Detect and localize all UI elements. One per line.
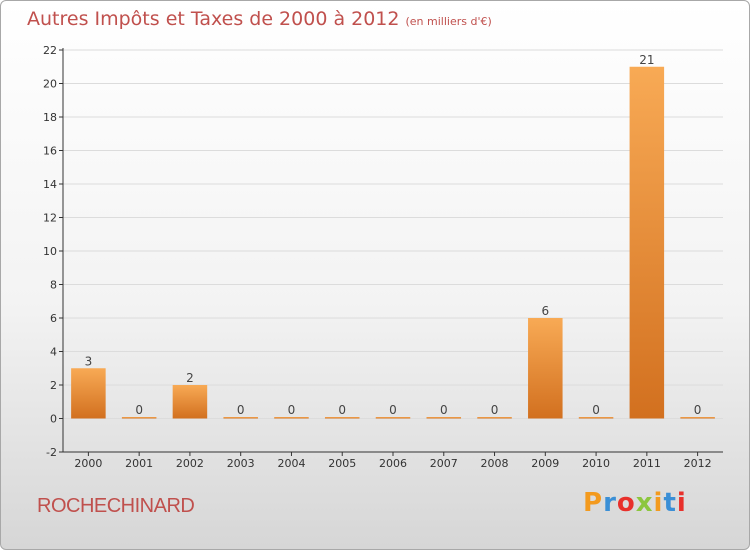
y-tick-label: 12 — [43, 212, 57, 225]
bar-2007 — [426, 417, 462, 419]
logo-letter: t — [663, 488, 677, 518]
bar-2001 — [121, 417, 157, 419]
logo-letter: x — [635, 488, 654, 518]
bar-2004 — [274, 417, 309, 419]
bar-2005 — [324, 417, 360, 419]
x-tick-label: 2012 — [684, 457, 712, 470]
x-tick-label: 2006 — [379, 457, 407, 470]
x-tick-label: 2000 — [74, 457, 102, 470]
y-tick-label: 4 — [50, 346, 57, 359]
data-label: 3 — [85, 354, 93, 368]
x-tick-label: 2005 — [328, 457, 356, 470]
chart-title: Autres Impôts et Taxes de 2000 à 2012 (en… — [27, 8, 492, 30]
x-tick-label: 2011 — [633, 457, 661, 470]
bar-2000 — [71, 368, 106, 419]
data-label: 6 — [541, 304, 549, 318]
logo-letter: o — [616, 488, 636, 518]
bars — [71, 66, 715, 419]
chart-title-text: Autres Impôts et Taxes de 2000 à 2012 — [27, 8, 400, 30]
y-tick-label: 20 — [43, 78, 57, 91]
logo-letter: r — [603, 488, 617, 518]
y-tick-label: 2 — [50, 379, 57, 392]
bar-2011 — [629, 66, 665, 419]
bar-2008 — [477, 417, 512, 419]
commune-name: ROCHECHINARD — [37, 495, 195, 517]
x-tick-label: 2008 — [481, 457, 509, 470]
x-tick-label: 2002 — [176, 457, 204, 470]
data-label: 0 — [592, 403, 600, 417]
bar-2002 — [172, 385, 208, 419]
data-label: 0 — [389, 403, 397, 417]
y-tick-label: 8 — [50, 279, 57, 292]
data-labels: 3 0 2 0 0 0 0 0 0 6 0 21 0 — [85, 53, 702, 417]
grid-lines — [63, 49, 723, 453]
data-label: 2 — [186, 371, 194, 385]
x-tick-label: 2010 — [582, 457, 610, 470]
data-label: 0 — [440, 403, 448, 417]
y-tick-label: 16 — [43, 145, 57, 158]
y-tick-label: 22 — [43, 44, 57, 57]
bar-2010 — [578, 417, 614, 419]
y-tick-label: 6 — [50, 312, 57, 325]
y-tick-label: 10 — [43, 245, 57, 258]
proxiti-logo: Proxiti — [583, 488, 687, 518]
y-tick-label: -2 — [46, 446, 57, 459]
x-tick-label: 2007 — [430, 457, 458, 470]
data-label: 0 — [237, 403, 245, 417]
x-tick-label: 2004 — [277, 457, 305, 470]
bar-2009 — [528, 318, 563, 419]
data-label: 0 — [491, 403, 499, 417]
data-label: 21 — [639, 53, 654, 67]
y-tick-label: 14 — [43, 178, 57, 191]
x-tick-label: 2001 — [125, 457, 153, 470]
y-tick-label: 0 — [50, 413, 57, 426]
bar-2012 — [680, 417, 715, 419]
bar-2003 — [223, 417, 258, 419]
x-tick-label: 2003 — [227, 457, 255, 470]
data-label: 0 — [135, 403, 143, 417]
data-label: 0 — [288, 403, 296, 417]
chart-subtitle: (en milliers d'€) — [405, 15, 492, 28]
bar-2006 — [375, 417, 411, 419]
y-tick-label: 18 — [43, 111, 57, 124]
logo-letter: i — [653, 488, 664, 518]
data-label: 0 — [338, 403, 346, 417]
data-label: 0 — [694, 403, 702, 417]
logo-letter: P — [583, 488, 604, 518]
logo-letter: i — [676, 488, 687, 518]
x-tick-label: 2009 — [531, 457, 559, 470]
